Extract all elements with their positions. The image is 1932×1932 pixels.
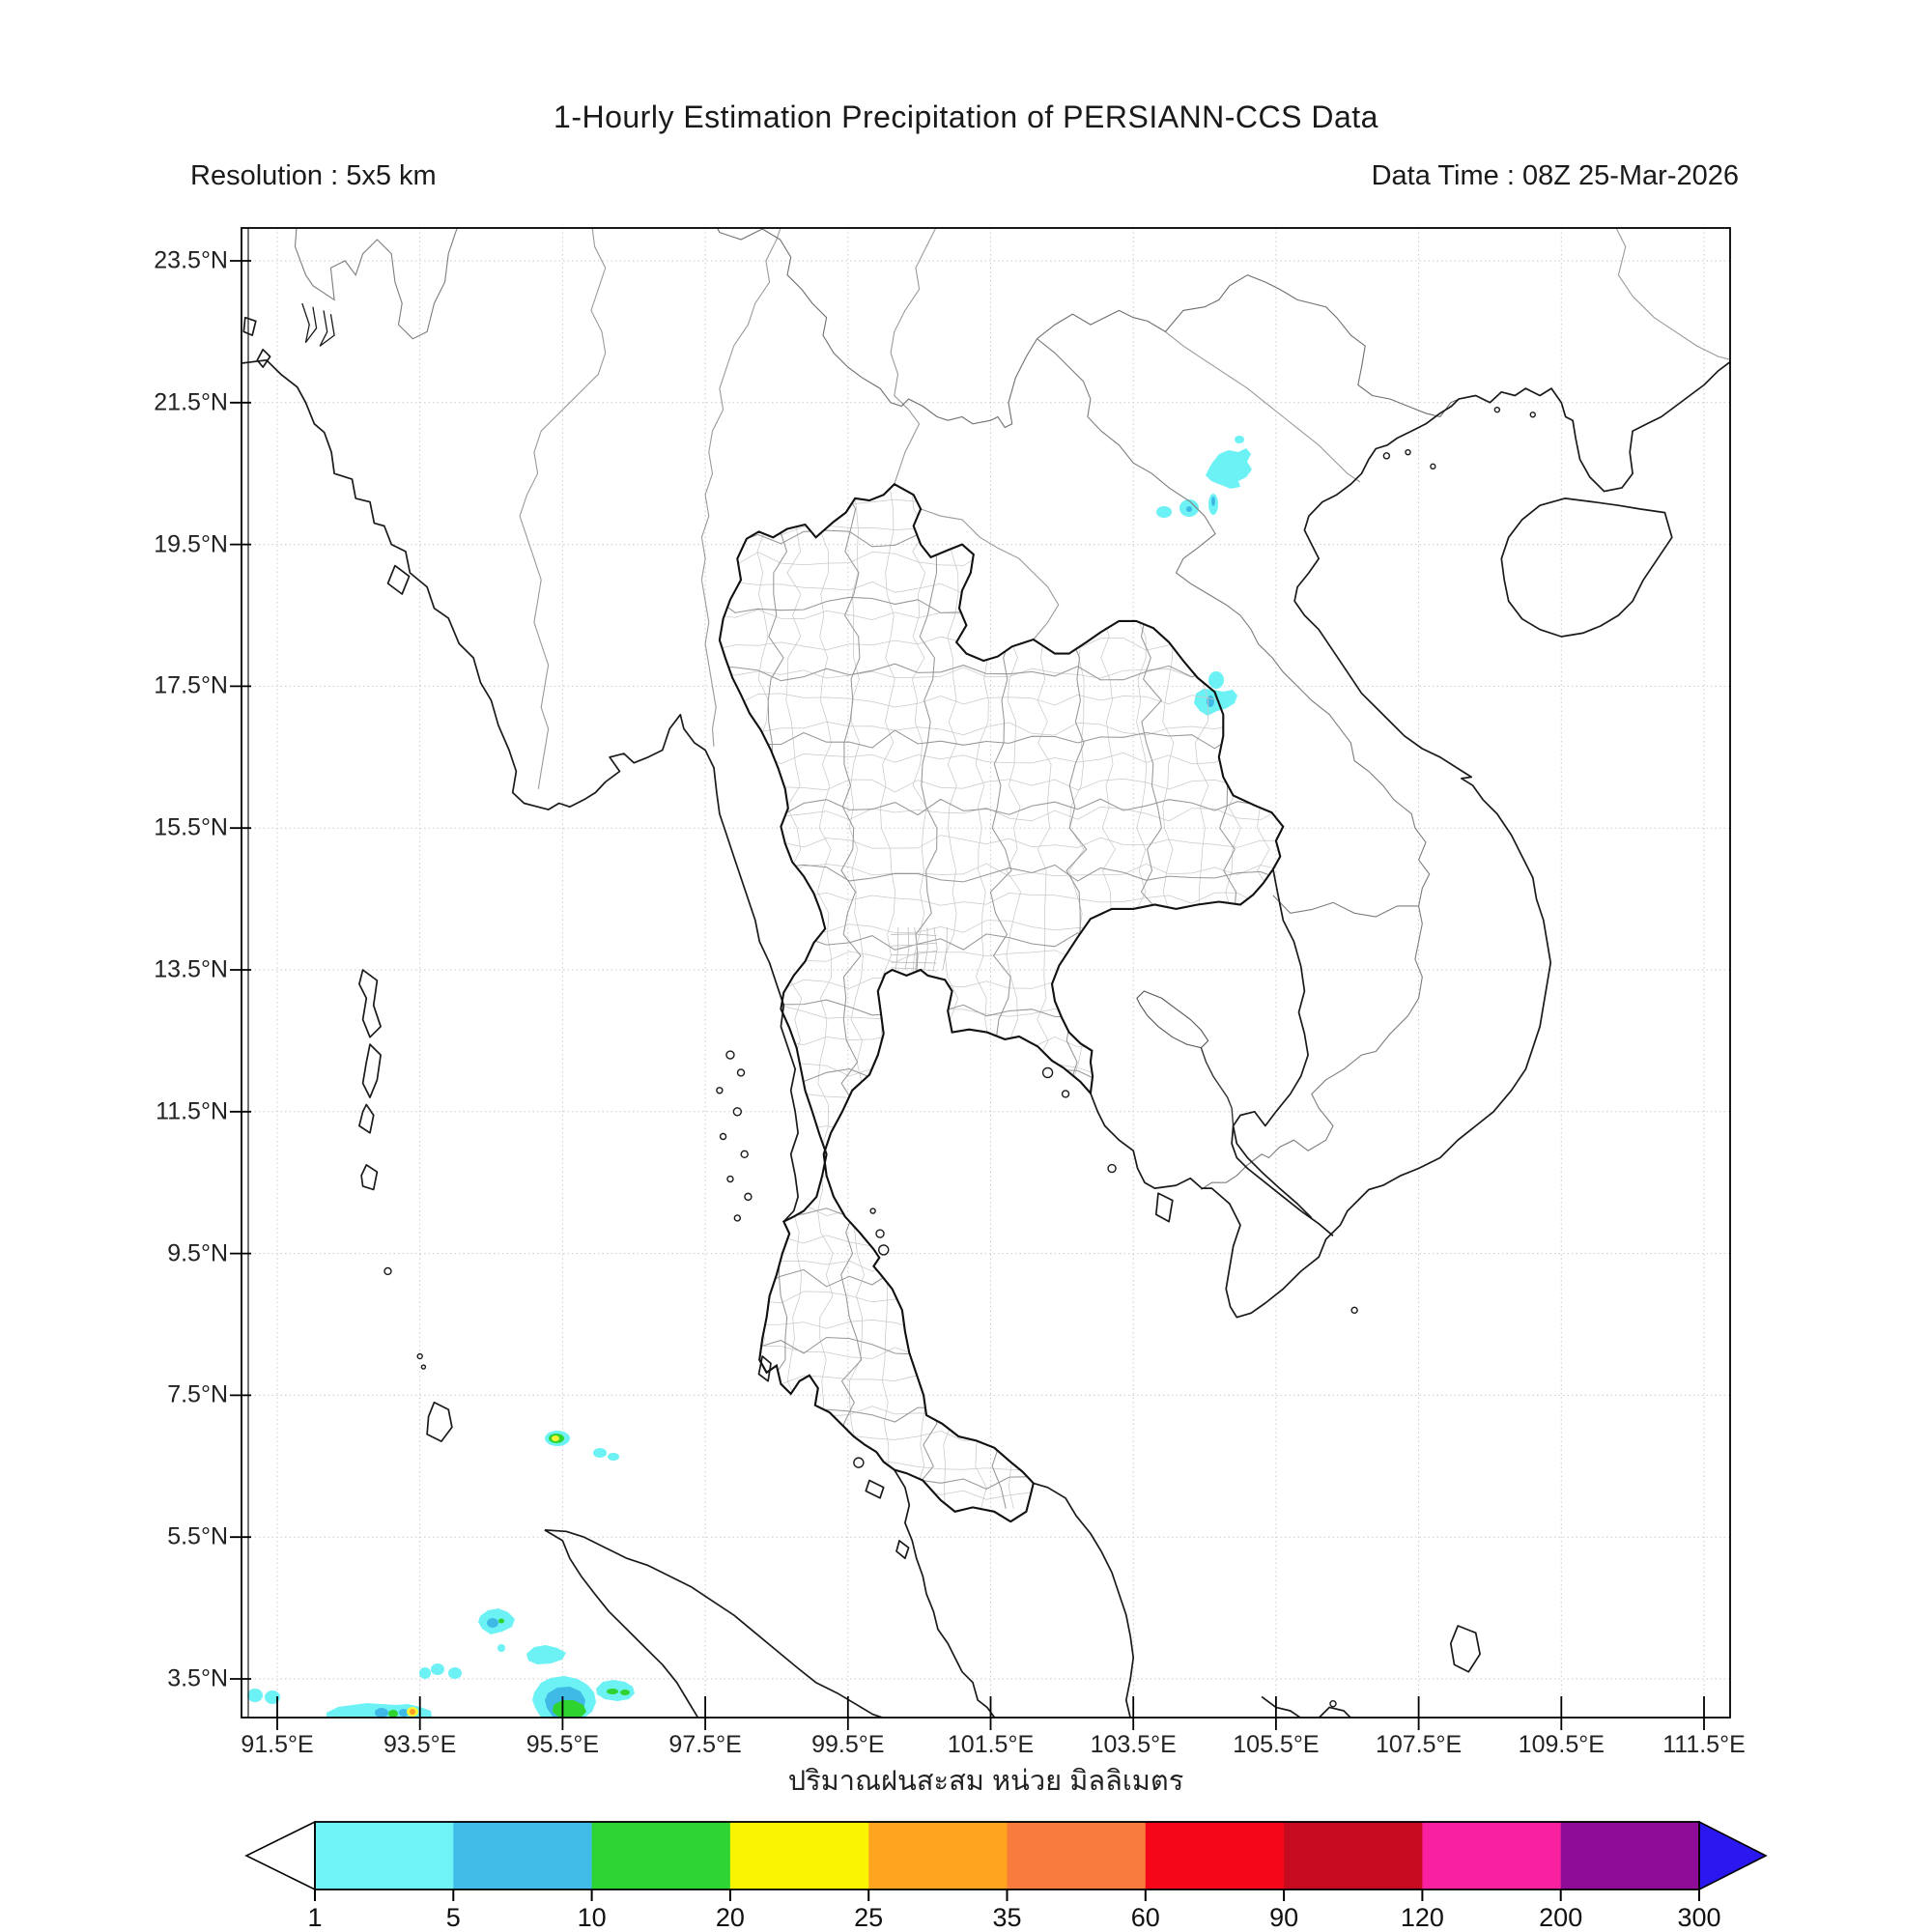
colorbar-tick-label: 90 [1269,1903,1299,1932]
precip-cell [1206,448,1252,489]
precip-cell [388,1710,398,1718]
colorbar-tick-label: 5 [445,1903,461,1932]
x-axis-tick-label: 105.5°E [1233,1731,1320,1758]
precip-cell [526,1645,566,1664]
precip-cell [1186,506,1192,512]
y-axis-tick-label: 17.5°N [154,671,228,699]
precip-cell [620,1690,630,1695]
precip-cell [593,1448,607,1458]
colorbar-tick-label: 60 [1130,1903,1160,1932]
colorbar-segment [1560,1822,1700,1889]
colorbar-tick-label: 20 [715,1903,745,1932]
x-axis-tick-label: 95.5°E [526,1731,600,1758]
grid-lines [242,228,1730,1718]
colorbar-segment [868,1822,1008,1889]
x-axis-tick-label: 97.5°E [668,1731,742,1758]
coastlines [242,302,1730,1718]
precip-cell [1194,689,1237,716]
thailand-outline [718,482,1285,1523]
colorbar-tick-label: 25 [854,1903,884,1932]
colorbar-under-arrow [244,1820,316,1891]
colorbar-segment [1007,1822,1147,1889]
precip-cell [265,1690,280,1704]
x-axis-tick-label: 103.5°E [1090,1731,1177,1758]
thailand-district-mesh [719,484,1284,1510]
colorbar-tick-label: 1 [307,1903,323,1932]
y-axis-tick-label: 21.5°N [154,388,228,416]
colorbar-segment [1145,1822,1285,1889]
colorbar-tick-label: 35 [992,1903,1022,1932]
colorbar-tick-label: 200 [1539,1903,1583,1932]
y-axis-tick-label: 5.5°N [167,1522,228,1550]
precip-cell [607,1689,618,1694]
colorbar-over-arrow [1698,1820,1768,1891]
precip-cell [375,1708,388,1718]
precip-cell [553,1700,586,1717]
precip-cell [410,1709,415,1715]
resolution-label: Resolution : 5x5 km [190,160,437,191]
colorbar-tick-label: 300 [1677,1903,1721,1932]
y-axis-tick-label: 11.5°N [156,1097,228,1125]
precip-cell [1208,671,1224,689]
precip-cell [399,1709,409,1717]
precip-cell [552,1435,559,1441]
y-axis-tick-label: 19.5°N [154,530,228,558]
x-axis-tick-label: 109.5°E [1518,1731,1605,1758]
y-axis-tick-label: 23.5°N [154,246,228,274]
precip-cell [448,1667,462,1679]
datatime-label: Data Time : 08Z 25-Mar-2026 [1371,160,1739,191]
precip-cell [487,1618,498,1628]
y-axis-tick-label: 9.5°N [167,1239,228,1267]
colorbar-tick-label: 120 [1400,1903,1444,1932]
colorbar-tick-label: 10 [577,1903,607,1932]
x-axis-tick-label: 93.5°E [384,1731,457,1758]
colorbar [244,1820,1768,1901]
x-axis-tick-label: 111.5°E [1662,1731,1746,1758]
precip-cell [1211,497,1215,506]
precipitation-patches [247,436,1252,1718]
y-axis-tick-label: 15.5°N [154,813,228,841]
colorbar-segment [315,1822,454,1889]
colorbar-segment [729,1822,869,1889]
precip-cell [419,1667,431,1679]
precip-cell [1235,436,1244,443]
precip-cell [608,1453,619,1461]
x-axis-tick-label: 99.5°E [811,1731,885,1758]
y-axis-tick-label: 7.5°N [167,1380,228,1408]
page-title: 1-Hourly Estimation Precipitation of PER… [554,99,1378,134]
precip-cell [1156,506,1172,518]
colorbar-segment [591,1822,731,1889]
borders-and-rivers [294,228,1730,1190]
plot-frame [230,227,1731,1730]
colorbar-segment [1284,1822,1423,1889]
y-axis-tick-label: 3.5°N [167,1664,228,1692]
x-axis-tick-label: 107.5°E [1375,1731,1463,1758]
colorbar-segment [1422,1822,1562,1889]
precip-cell [497,1644,505,1652]
precip-cell [498,1618,504,1624]
map-content [242,228,1730,1718]
x-axis-tick-label: 91.5°E [241,1731,314,1758]
precip-cell [247,1689,263,1702]
colorbar-unit-caption: ปริมาณฝนสะสม หน่วย มิลลิเมตร [787,1766,1184,1797]
colorbar-segment [453,1822,593,1889]
y-axis-tick-label: 13.5°N [154,955,228,983]
x-axis-tick-label: 101.5°E [947,1731,1035,1758]
precip-cell [431,1663,444,1675]
